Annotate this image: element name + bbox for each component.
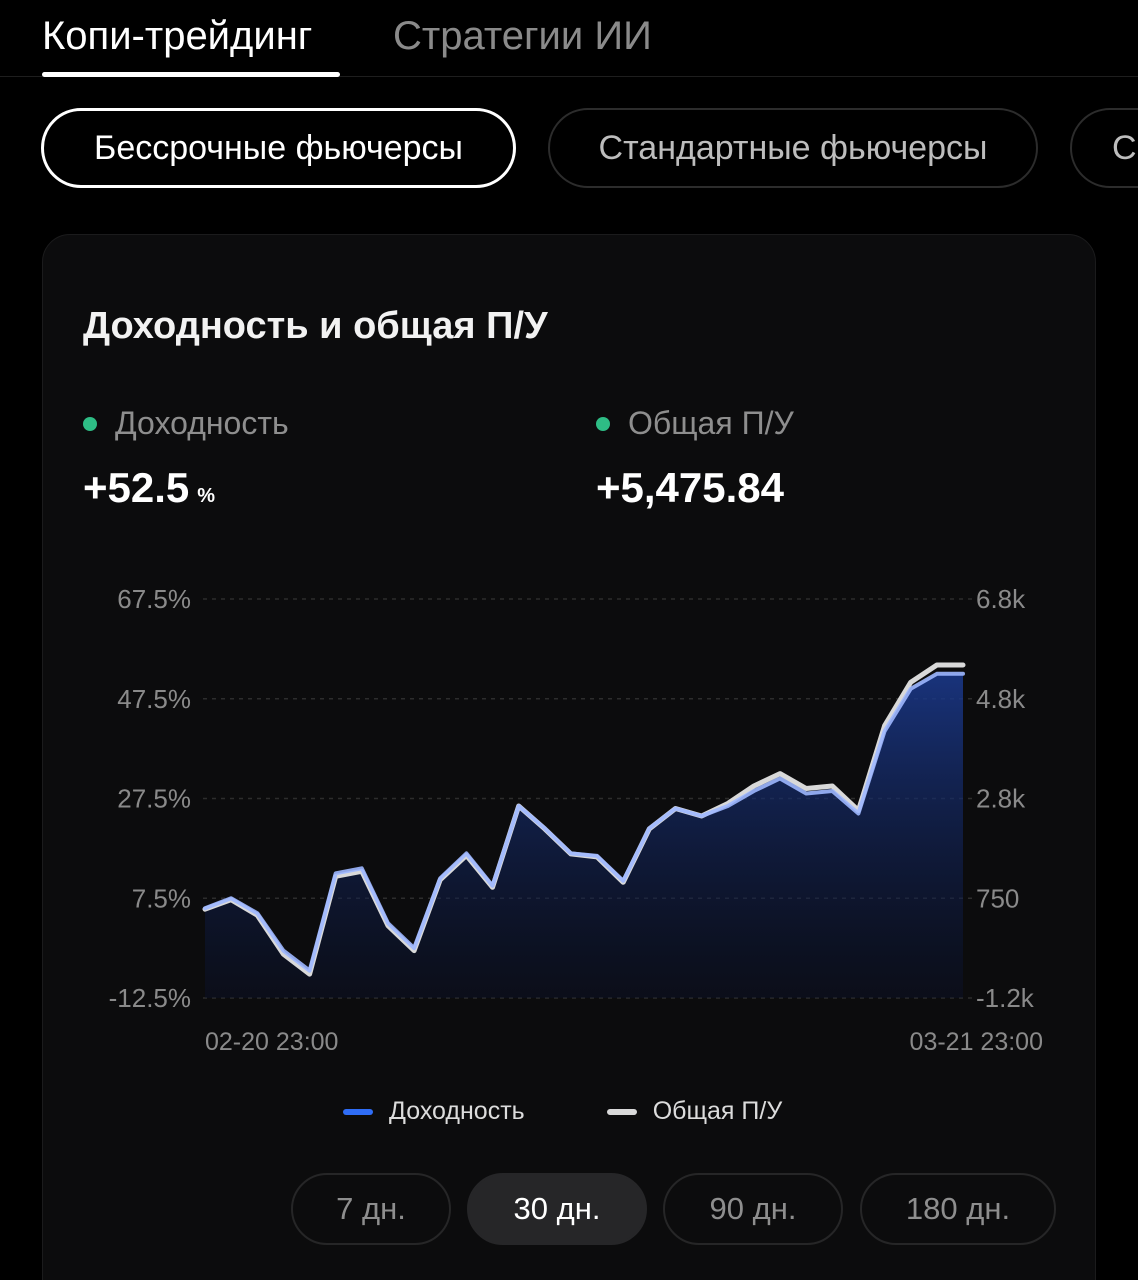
roi-value: +52.5 [83,464,190,511]
y-left-tick-label: 67.5% [117,584,191,614]
pnl-value: +5,475.84 [596,464,785,511]
legend-swatch-pnl [606,1108,637,1115]
y-left-tick-label: 7.5% [132,883,191,913]
y-left-tick-label: 47.5% [117,684,191,714]
roi-pnl-chart: 67.5% 6.8k 47.5% 4.8k 27.5% 2.8k 7.5% 750 -12.5%… [109,584,1043,1056]
status-dot-icon [596,416,610,431]
filter-standard-futures[interactable]: Стандартные фьючерсы [548,108,1038,188]
roi-unit: % [197,485,216,507]
pnl-metric: Общая П/У +5,475.84 [596,405,794,512]
chart-legend: Доходность Общая П/У [343,1097,782,1126]
roi-label: Доходность [115,405,289,441]
roi-series-line [203,671,965,973]
y-right-tick-label: 4.8k [976,684,1026,714]
legend-swatch-roi [343,1108,373,1115]
legend-label-roi: Доходность [389,1097,525,1125]
tab-copy-trading[interactable]: Копи-трейдинг [42,14,313,58]
y-right-tick-label: 750 [976,883,1019,913]
filter-third[interactable]: С [1070,108,1138,188]
market-filters: Бессрочные фьючерсы Стандартные фьючерсы… [0,108,1138,192]
x-start-tick-label: 02-20 23:00 [205,1028,338,1056]
legend-item-roi: Доходность [343,1097,525,1126]
period-30d-button[interactable]: 30 дн. [467,1173,647,1245]
performance-card: Доходность и общая П/У Доходность +52.5%… [42,234,1096,1280]
legend-item-pnl: Общая П/У [606,1097,783,1126]
y-right-tick-label: 6.8k [976,584,1026,614]
card-title: Доходность и общая П/У [83,305,548,347]
y-left-tick-label: -12.5% [109,983,191,1013]
period-90d-button[interactable]: 90 дн. [663,1173,843,1245]
legend-label-pnl: Общая П/У [652,1097,783,1125]
filter-perpetual-futures[interactable]: Бессрочные фьючерсы [41,108,516,188]
x-end-tick-label: 03-21 23:00 [910,1028,1043,1056]
status-dot-icon [83,416,97,431]
roi-metric: Доходность +52.5% [83,405,289,512]
y-right-tick-label: 2.8k [976,784,1026,814]
tab-ai-strategies[interactable]: Стратегии ИИ [393,14,652,58]
period-7d-button[interactable]: 7 дн. [291,1173,451,1245]
y-right-tick-label: -1.2k [976,983,1035,1013]
pnl-label: Общая П/У [628,405,794,441]
roi-area-fill [205,673,963,998]
active-tab-indicator [42,72,340,77]
top-tabs: Копи-трейдинг Стратегии ИИ [0,0,1138,77]
y-left-tick-label: 27.5% [117,784,191,814]
period-180d-button[interactable]: 180 дн. [860,1173,1056,1245]
